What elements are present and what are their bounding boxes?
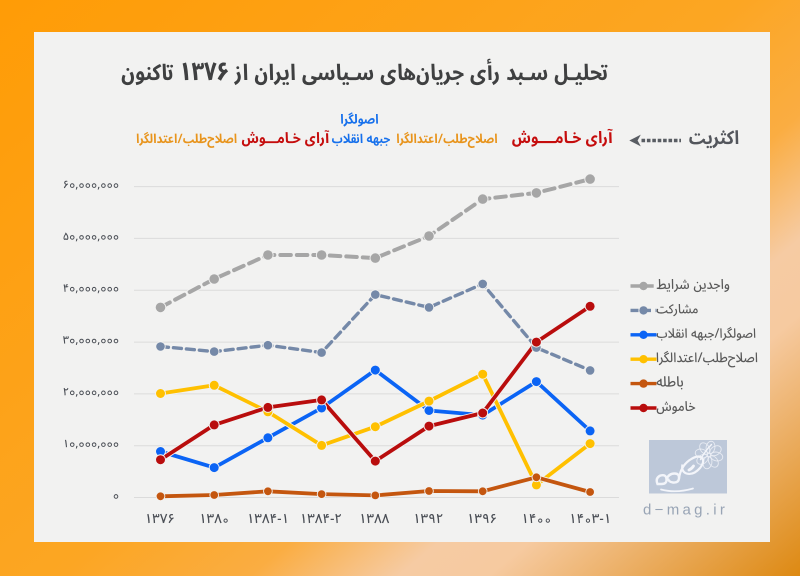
svg-text:d−mag.ir: d−mag.ir — [643, 502, 728, 519]
